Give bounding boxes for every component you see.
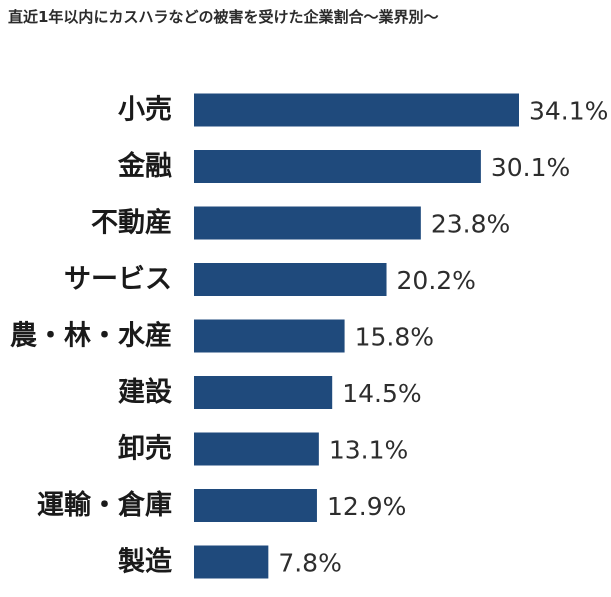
value-label: 20.2%	[397, 266, 476, 295]
value-label: 13.1%	[329, 436, 408, 465]
value-label: 15.8%	[355, 323, 434, 352]
category-label: 小売	[118, 95, 172, 126]
category-label: 農・林・水産	[10, 320, 172, 352]
value-label: 34.1%	[529, 97, 608, 126]
category-label: 卸売	[118, 433, 172, 465]
bar-4	[194, 263, 387, 296]
value-labels: 34.1% 30.1% 23.8% 20.2% 15.8% 14.5% 13.1% 12.9%…	[278, 97, 608, 578]
category-label: 製造	[118, 547, 172, 578]
value-label: 23.8%	[431, 210, 510, 239]
bar-2	[194, 150, 481, 183]
bar-5	[194, 319, 345, 353]
bars-group	[194, 93, 519, 579]
category-label: 金融	[117, 150, 172, 182]
bar-8	[194, 489, 317, 522]
bar-7	[194, 432, 319, 466]
chart-title: 直近1年以内にカスハラなどの被害を受けた企業割合〜業界別〜	[8, 8, 439, 26]
category-label: 運輸・倉庫	[37, 489, 172, 521]
value-label: 30.1%	[491, 153, 570, 182]
value-label: 12.9%	[327, 492, 406, 521]
bar-3	[194, 206, 421, 240]
category-label: サービス	[64, 264, 172, 295]
bar-6	[194, 376, 333, 409]
bar-9	[194, 545, 269, 579]
category-label: 不動産	[91, 207, 172, 239]
value-label: 7.8%	[278, 549, 342, 578]
bar-1	[194, 93, 519, 127]
category-label: 建設	[118, 376, 173, 408]
value-label: 14.5%	[342, 379, 421, 408]
